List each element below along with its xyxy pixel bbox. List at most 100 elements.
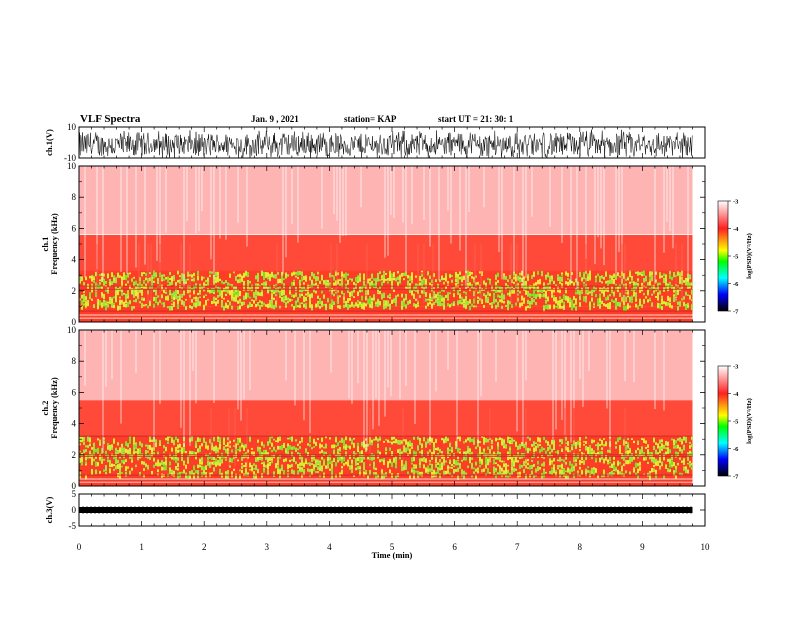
psd-texture bbox=[437, 300, 439, 306]
psd-texture bbox=[447, 447, 449, 453]
psd-texture bbox=[253, 473, 255, 479]
psd-texture bbox=[461, 284, 463, 287]
psd-texture bbox=[183, 469, 185, 474]
psd-texture bbox=[571, 463, 573, 468]
psd-texture bbox=[207, 288, 209, 293]
psd-texture bbox=[405, 439, 407, 445]
psd-texture bbox=[221, 295, 223, 299]
psd-texture bbox=[359, 451, 361, 455]
psd-texture bbox=[255, 283, 257, 287]
psd-texture bbox=[555, 470, 557, 473]
psd-texture bbox=[655, 271, 657, 275]
psd-texture bbox=[611, 471, 613, 477]
psd-texture bbox=[81, 277, 83, 282]
psd-texture bbox=[151, 278, 153, 283]
psd-texture bbox=[177, 468, 179, 471]
psd-texture bbox=[453, 465, 455, 468]
psd-texture bbox=[133, 300, 135, 302]
psd-texture bbox=[165, 296, 167, 301]
psd-texture bbox=[537, 279, 539, 285]
psd-texture bbox=[523, 276, 525, 280]
psd-texture bbox=[347, 445, 349, 448]
psd-texture bbox=[485, 297, 487, 303]
psd-texture bbox=[583, 440, 585, 443]
psd-texture bbox=[421, 458, 423, 462]
psd-texture bbox=[231, 458, 233, 463]
psd-texture bbox=[563, 294, 565, 300]
psd-texture bbox=[507, 464, 509, 467]
psd-texture bbox=[237, 300, 239, 304]
psd-texture bbox=[537, 456, 539, 459]
psd-texture bbox=[335, 474, 337, 478]
psd-texture bbox=[501, 305, 503, 309]
psd-texture bbox=[627, 442, 629, 447]
psd-texture bbox=[621, 472, 623, 476]
psd-texture bbox=[297, 443, 299, 446]
psd-texture bbox=[345, 303, 347, 308]
psd-texture bbox=[129, 300, 131, 303]
psd-texture bbox=[561, 283, 563, 288]
psd-texture bbox=[305, 450, 307, 454]
psd-texture bbox=[487, 457, 489, 459]
psd-texture bbox=[163, 288, 165, 294]
psd-texture bbox=[535, 302, 537, 306]
psd-texture bbox=[585, 455, 587, 461]
psd-texture bbox=[277, 456, 279, 462]
psd-texture bbox=[343, 439, 345, 446]
psd-texture bbox=[119, 474, 121, 480]
psd-texture bbox=[225, 451, 227, 453]
psd-texture bbox=[471, 276, 473, 279]
psd-texture bbox=[161, 274, 163, 280]
psd-texture bbox=[279, 305, 281, 309]
psd-texture bbox=[225, 302, 227, 306]
y-axis-label: ch.1(V) bbox=[44, 129, 54, 156]
psd-texture bbox=[185, 473, 187, 479]
colorbar-tick-label: -7 bbox=[733, 474, 739, 481]
psd-texture bbox=[623, 273, 625, 279]
psd-texture bbox=[405, 271, 407, 277]
psd-texture bbox=[615, 466, 617, 470]
psd-texture bbox=[469, 452, 471, 456]
psd-texture bbox=[303, 297, 305, 303]
psd-texture bbox=[133, 451, 135, 456]
psd-texture bbox=[463, 275, 465, 279]
psd-texture bbox=[365, 303, 367, 307]
psd-texture bbox=[687, 462, 689, 465]
psd-texture bbox=[175, 294, 177, 300]
psd-texture bbox=[321, 456, 323, 460]
psd-texture bbox=[559, 464, 561, 468]
psd-texture bbox=[633, 456, 635, 460]
psd-texture bbox=[547, 441, 549, 446]
psd-texture bbox=[441, 438, 443, 441]
psd-texture bbox=[217, 271, 219, 276]
psd-texture bbox=[457, 276, 459, 280]
psd-texture bbox=[203, 304, 205, 311]
psd-texture bbox=[345, 461, 347, 465]
psd-texture bbox=[597, 300, 599, 305]
psd-texture bbox=[405, 304, 407, 309]
psd-texture bbox=[187, 278, 189, 281]
psd-texture bbox=[205, 299, 207, 306]
psd-texture bbox=[639, 452, 641, 455]
psd-texture bbox=[631, 281, 633, 283]
psd-texture bbox=[157, 469, 159, 473]
psd-texture bbox=[457, 292, 459, 295]
psd-texture bbox=[405, 465, 407, 470]
psd-texture bbox=[501, 440, 503, 446]
psd-texture bbox=[379, 459, 381, 463]
psd-texture bbox=[295, 271, 297, 275]
psd-texture bbox=[627, 446, 629, 449]
psd-texture bbox=[147, 450, 149, 453]
psd-texture bbox=[429, 297, 431, 301]
psd-texture bbox=[319, 305, 321, 309]
psd-texture bbox=[671, 286, 673, 290]
psd-texture bbox=[565, 442, 567, 445]
psd-texture bbox=[615, 446, 617, 449]
psd-texture bbox=[381, 281, 383, 287]
psd-texture bbox=[171, 294, 173, 300]
psd-texture bbox=[459, 271, 461, 274]
psd-texture bbox=[559, 444, 561, 447]
psd-texture bbox=[471, 272, 473, 275]
psd-texture bbox=[279, 473, 281, 479]
